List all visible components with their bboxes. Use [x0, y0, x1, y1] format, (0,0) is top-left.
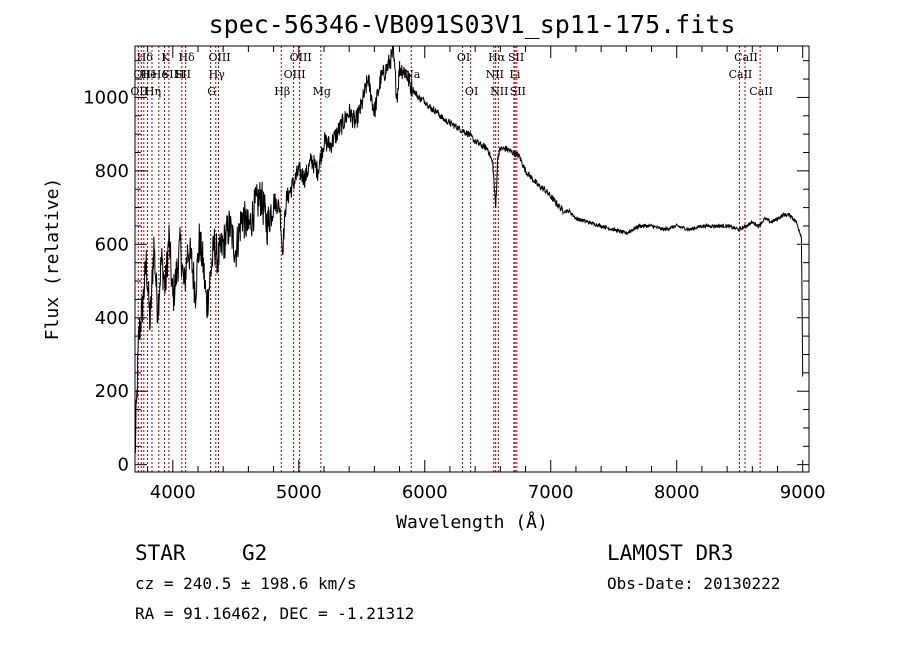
line-label: Li: [510, 68, 521, 81]
line-label: Hη: [145, 85, 161, 98]
y-tick-label: 800: [95, 161, 129, 182]
line-label: Hδ: [137, 51, 154, 64]
y-tick-label: 1000: [83, 87, 129, 108]
x-tick-label: 8000: [654, 482, 700, 503]
line-label: OIII: [290, 51, 312, 64]
line-label: SII: [162, 68, 178, 81]
line-label: SII: [510, 85, 526, 98]
line-label: CaII: [734, 51, 758, 64]
line-label: CaII: [729, 68, 753, 81]
redshift-velocity: cz = 240.5 ± 198.6 km/s: [135, 574, 357, 593]
y-axis-ticks: 0 200 400 600 800 1000: [83, 60, 809, 476]
line-label: Mg: [313, 85, 331, 98]
line-label: OIII: [208, 51, 230, 64]
line-label: Hγ: [209, 68, 226, 81]
x-axis-ticks: 4000 5000 6000 7000 8000 9000: [147, 46, 826, 503]
line-label: He: [141, 68, 157, 81]
line-label: SII: [175, 68, 191, 81]
line-label: H: [175, 68, 185, 81]
observation-date: Obs-Date: 20130222: [607, 574, 780, 593]
x-tick-label: 4000: [150, 482, 196, 503]
x-tick-label: 6000: [402, 482, 448, 503]
x-tick-label: 7000: [528, 482, 574, 503]
chart-title: spec-56346-VB091S03V1_sp11-175.fits: [209, 10, 736, 39]
sky-coordinates: RA = 91.16462, DEC = -1.21312: [135, 604, 414, 623]
spectral-line-labels: OIIOIIHδHeHηHeKSIIHSIIHδGHγOIIIHβOIIIOII…: [130, 51, 773, 98]
line-label: G: [207, 85, 216, 98]
line-label: NII: [490, 85, 508, 98]
x-tick-label: 5000: [276, 482, 322, 503]
line-label: OI: [457, 51, 470, 64]
object-class: STAR: [135, 541, 186, 565]
object-subclass: G2: [242, 541, 267, 565]
line-label: OIII: [284, 68, 306, 81]
line-label: SII: [508, 51, 524, 64]
line-label: He: [152, 68, 168, 81]
line-label: Hβ: [274, 85, 290, 98]
line-label: CaII: [749, 85, 773, 98]
line-label: OI: [465, 85, 478, 98]
spectrum-line: [134, 45, 804, 454]
x-axis-label: Wavelength (Å): [396, 511, 548, 533]
line-label: Hδ: [179, 51, 196, 64]
y-tick-label: 200: [95, 381, 129, 402]
line-label: K: [161, 51, 170, 64]
survey-name: LAMOST DR3: [607, 541, 733, 565]
line-label: NII: [486, 68, 504, 81]
y-axis-label: Flux (relative): [42, 178, 63, 341]
y-tick-label: 0: [118, 455, 129, 476]
x-tick-label: 9000: [780, 482, 826, 503]
y-tick-label: 600: [95, 234, 129, 255]
plot-frame: [134, 45, 810, 473]
spectral-line-markers: [137, 46, 761, 472]
line-label: Hα: [488, 51, 506, 64]
line-label: OII: [133, 68, 151, 81]
spectrum-layer: [134, 45, 804, 454]
y-tick-label: 400: [95, 308, 129, 329]
